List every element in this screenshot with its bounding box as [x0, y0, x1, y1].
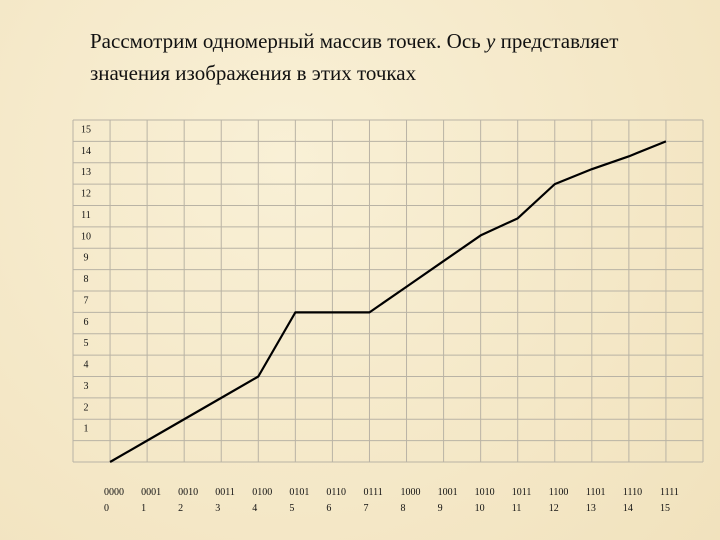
x-tick-label: 4	[252, 503, 257, 514]
x-tick-label: 1110	[623, 487, 642, 498]
x-tick-label: 0010	[178, 487, 198, 498]
y-tick-label: 10	[81, 231, 91, 242]
data-line	[109, 140, 667, 463]
x-tick-label: 13	[586, 503, 596, 514]
y-tick-label: 2	[84, 402, 89, 413]
x-tick-label: 0101	[289, 487, 309, 498]
x-tick-label: 0001	[141, 487, 161, 498]
x-tick-label: 0000	[104, 487, 124, 498]
x-tick-label: 1101	[586, 487, 606, 498]
x-tick-label: 1011	[512, 487, 532, 498]
y-tick-label: 13	[81, 167, 91, 178]
y-tick-label: 4	[84, 360, 89, 371]
y-tick-label: 15	[81, 124, 91, 135]
x-tick-label: 0011	[215, 487, 235, 498]
x-tick-label: 11	[512, 503, 522, 514]
x-tick-label: 1	[141, 503, 146, 514]
x-tick-label: 1001	[438, 487, 458, 498]
y-tick-label: 5	[84, 338, 89, 349]
x-tick-label: 15	[660, 503, 670, 514]
x-tick-label: 14	[623, 503, 633, 514]
x-tick-label: 10	[475, 503, 485, 514]
x-tick-label: 7	[363, 503, 368, 514]
y-tick-label: 6	[84, 317, 89, 328]
x-tick-label: 1100	[549, 487, 569, 498]
x-tick-label: 12	[549, 503, 559, 514]
x-tick-label: 2	[178, 503, 183, 514]
y-tick-label: 1	[84, 424, 89, 435]
x-tick-label: 1000	[401, 487, 421, 498]
x-tick-label: 0100	[252, 487, 272, 498]
title-variable: y	[484, 29, 496, 53]
x-tick-label: 0111	[363, 487, 382, 498]
x-tick-label: 1111	[660, 487, 679, 498]
x-tick-label: 0110	[326, 487, 346, 498]
x-tick-label: 3	[215, 503, 220, 514]
title-text: Рассмотрим одномерный массив точек. Ось	[90, 29, 486, 53]
y-tick-label: 9	[84, 253, 89, 264]
x-tick-label: 1010	[475, 487, 495, 498]
y-tick-label: 7	[84, 295, 89, 306]
title-text: представляет	[495, 29, 618, 53]
y-tick-label: 12	[81, 189, 91, 200]
x-tick-label: 9	[438, 503, 443, 514]
title-line-2: значения изображения в этих точках	[90, 61, 417, 85]
y-tick-label: 8	[84, 274, 89, 285]
y-tick-label: 3	[84, 381, 89, 392]
x-tick-label: 8	[401, 503, 406, 514]
title-line-1: Рассмотрим одномерный массив точек. Ось …	[90, 29, 618, 53]
x-tick-label: 0	[104, 503, 109, 514]
y-tick-label: 11	[81, 210, 91, 221]
x-tick-label: 6	[326, 503, 331, 514]
y-tick-label: 14	[81, 146, 91, 157]
x-tick-label: 5	[289, 503, 294, 514]
